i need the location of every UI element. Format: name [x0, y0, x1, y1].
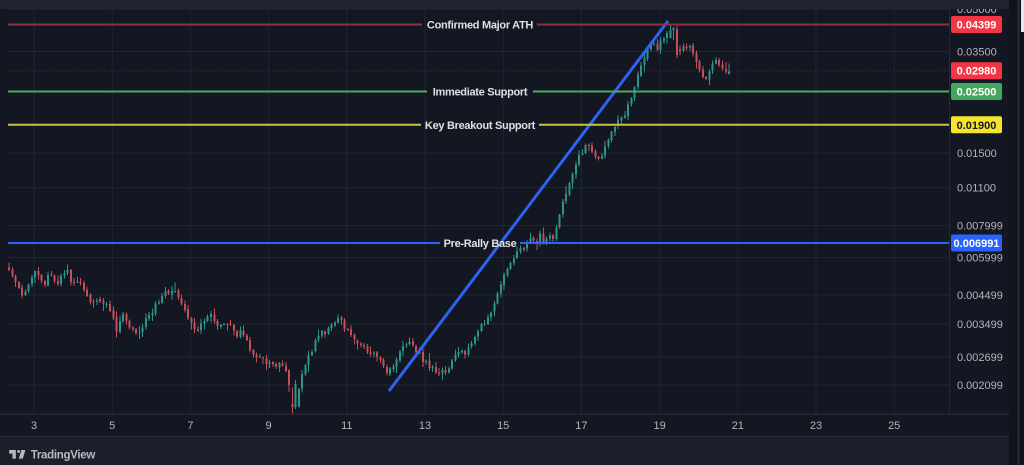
- svg-text:11: 11: [341, 420, 352, 432]
- svg-text:15: 15: [497, 420, 509, 432]
- svg-text:23: 23: [810, 420, 822, 432]
- svg-text:0.005999: 0.005999: [957, 253, 1003, 265]
- svg-text:TradingView: TradingView: [31, 450, 96, 462]
- svg-text:0.01100: 0.01100: [957, 183, 996, 195]
- svg-text:0.01900: 0.01900: [957, 120, 997, 132]
- svg-text:3: 3: [31, 420, 37, 432]
- svg-text:0.02500: 0.02500: [957, 87, 997, 99]
- svg-text:7: 7: [187, 420, 193, 432]
- svg-text:19: 19: [653, 420, 665, 432]
- svg-text:0.002099: 0.002099: [957, 380, 1003, 392]
- svg-text:Key Breakout Support: Key Breakout Support: [425, 120, 536, 132]
- svg-text:9: 9: [266, 420, 272, 432]
- svg-text:25: 25: [888, 420, 900, 432]
- svg-text:0.04399: 0.04399: [957, 20, 997, 32]
- svg-text:0.007999: 0.007999: [957, 221, 1003, 233]
- svg-text:0.003499: 0.003499: [957, 319, 1003, 331]
- svg-text:13: 13: [419, 420, 431, 432]
- svg-text:Confirmed Major ATH: Confirmed Major ATH: [427, 20, 533, 32]
- svg-text:Immediate Support: Immediate Support: [433, 87, 528, 99]
- svg-text:0.006991: 0.006991: [954, 238, 1000, 250]
- svg-text:5: 5: [109, 420, 115, 432]
- svg-text:17: 17: [575, 420, 587, 432]
- svg-text:0.004499: 0.004499: [957, 290, 1003, 302]
- svg-text:Pre-Rally Base: Pre-Rally Base: [444, 238, 517, 250]
- svg-text:0.03500: 0.03500: [957, 47, 997, 59]
- svg-text:0.01500: 0.01500: [957, 148, 997, 160]
- svg-text:0.02980: 0.02980: [957, 66, 997, 78]
- svg-text:21: 21: [732, 420, 744, 432]
- svg-text:0.002699: 0.002699: [957, 352, 1003, 364]
